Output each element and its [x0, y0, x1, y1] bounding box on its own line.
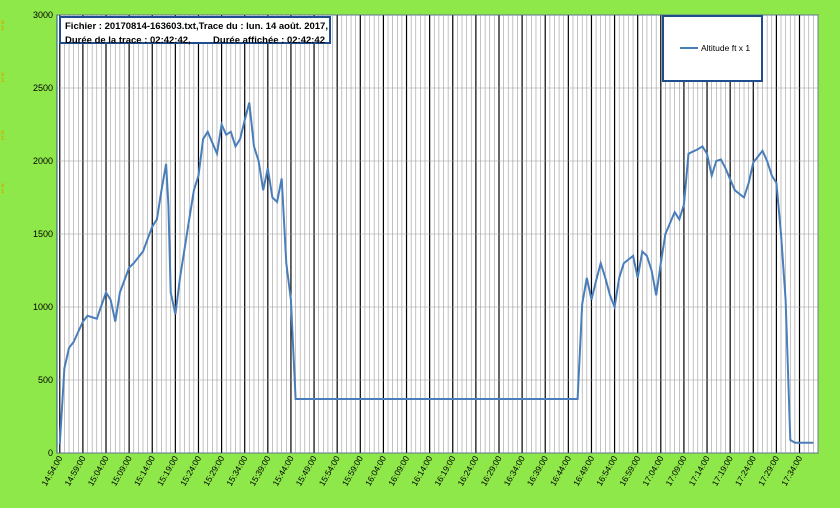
displayed-duration: Durée affichée : 02:42:42	[213, 35, 325, 46]
x-tick-label: 15:14:00	[132, 454, 157, 488]
x-tick-label: 17:19:00	[710, 454, 735, 488]
x-tick-label: 17:14:00	[687, 454, 712, 488]
x-tick-label: 15:54:00	[317, 454, 342, 488]
file-name: Fichier : 20170814-163603.txt,	[65, 21, 199, 32]
trace-date: Trace du : lun. 14 août. 2017,	[198, 21, 328, 32]
x-tick-label: 17:34:00	[779, 454, 804, 488]
x-tick-label: 14:59:00	[62, 454, 87, 488]
trace-duration: Durée de la trace : 02:42:42,	[65, 35, 191, 46]
x-tick-label: 15:19:00	[155, 454, 180, 488]
x-tick-label: 15:59:00	[340, 454, 365, 488]
x-tick-label: 17:04:00	[640, 454, 665, 488]
y-tick-label: 500	[38, 375, 53, 385]
legend-label: Altitude ft x 1	[701, 43, 751, 53]
y-tick-label: 0	[48, 448, 53, 458]
y-tick-label: 2000	[33, 156, 53, 166]
series-line-altitude	[58, 102, 814, 445]
x-tick-label: 15:44:00	[270, 454, 295, 488]
y-tick-label: 1500	[33, 229, 53, 239]
x-tick-label: 15:49:00	[294, 454, 319, 488]
y-tick-label: 3000	[33, 10, 53, 20]
y-axis-ticks: 0 500 1000 1500 2000 2500 3000	[33, 10, 53, 458]
x-tick-label: 16:29:00	[479, 454, 504, 488]
x-tick-label: 15:39:00	[247, 454, 272, 488]
x-tick-label: 15:29:00	[201, 454, 226, 488]
x-tick-label: 16:49:00	[571, 454, 596, 488]
x-tick-label: 15:09:00	[109, 454, 134, 488]
trace-info-box: Fichier : 20170814-163603.txt, Trace du …	[59, 16, 331, 46]
side-mark: x 1	[1, 130, 5, 142]
x-tick-label: 17:09:00	[663, 454, 688, 488]
x-tick-label: 17:24:00	[733, 454, 758, 488]
legend-swatch	[680, 47, 698, 49]
x-tick-label: 16:54:00	[594, 454, 619, 488]
x-tick-label: 16:04:00	[363, 454, 388, 488]
x-tick-label: 16:09:00	[386, 454, 411, 488]
side-mark: x 1	[1, 72, 5, 84]
y-tick-label: 2500	[33, 83, 53, 93]
legend-item: Altitude ft x 1	[680, 43, 750, 53]
x-tick-label: 15:24:00	[178, 454, 203, 488]
x-tick-label: 15:04:00	[86, 454, 111, 488]
x-tick-label: 17:29:00	[756, 454, 781, 488]
x-tick-label: 16:44:00	[548, 454, 573, 488]
grid	[57, 14, 819, 454]
y-tick-label: 1000	[33, 302, 53, 312]
x-tick-label: 16:34:00	[502, 454, 527, 488]
side-mark: x 1	[1, 183, 5, 195]
x-tick-label: 15:34:00	[224, 454, 249, 488]
x-tick-label: 14:54:00	[39, 454, 64, 488]
side-mark: x 1	[1, 20, 5, 32]
x-tick-label: 16:19:00	[432, 454, 457, 488]
x-axis-ticks: 14:54:0014:59:0015:04:0015:09:0015:14:00…	[39, 454, 804, 488]
legend: Altitude ft x 1	[662, 15, 763, 82]
x-tick-label: 16:24:00	[455, 454, 480, 488]
x-tick-label: 16:14:00	[409, 454, 434, 488]
x-tick-label: 16:39:00	[525, 454, 550, 488]
x-tick-label: 16:59:00	[617, 454, 642, 488]
